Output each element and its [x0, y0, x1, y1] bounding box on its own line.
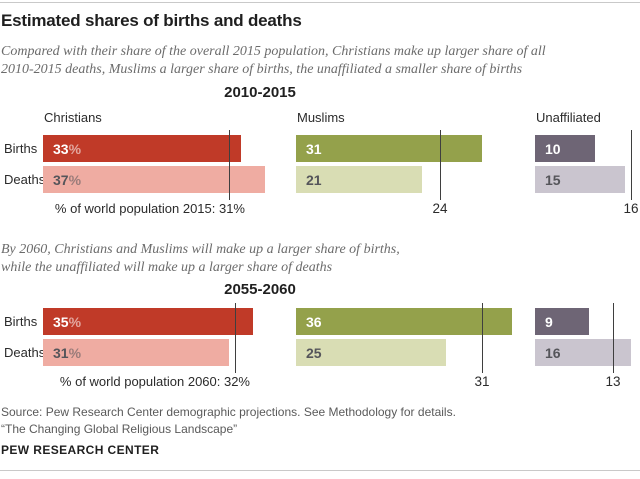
chart-2010-2015: Births Deaths Christians 33% 37% % of wo…: [0, 108, 640, 220]
bottom-divider: [0, 470, 640, 471]
subtitle-line: 2010-2015 deaths, Muslims a larger share…: [1, 62, 523, 77]
source-line: “The Changing Global Religious Landscape…: [1, 421, 238, 436]
source-line: Source: Pew Research Center demographic …: [1, 405, 456, 419]
deaths-bar: 16: [535, 339, 631, 366]
group-unaffiliated: Unaffiliated 10 15 16: [535, 108, 639, 220]
subtitle-line: Compared with their share of the overall…: [1, 44, 546, 59]
births-bar: 10: [535, 135, 595, 162]
row-label-deaths: Deaths: [4, 345, 46, 360]
period-title-2055-2060: 2055-2060: [224, 281, 296, 298]
bar-value-suffix: %: [68, 344, 82, 361]
bar-value: 15: [545, 171, 561, 188]
source-text: Source: Pew Research Center demographic …: [1, 404, 456, 437]
top-divider: [0, 2, 640, 3]
period-title-2010-2015: 2010-2015: [224, 84, 296, 101]
reference-value-label: 31: [474, 374, 490, 389]
deaths-bar: 31%: [43, 339, 229, 366]
bar-value: 9: [545, 313, 553, 330]
chart-2055-2060: Births Deaths 35% 31% % of world populat…: [0, 300, 640, 392]
deaths-bar: 37%: [43, 166, 265, 193]
chart-annotation: By 2060, Christians and Muslims will mak…: [1, 241, 400, 277]
bar-value: 21: [306, 171, 322, 188]
bar-value-suffix: %: [68, 140, 82, 157]
bar-value: 25: [306, 344, 322, 361]
reference-line: [482, 303, 483, 373]
group-label-muslims: Muslims: [297, 110, 345, 125]
row-label-births: Births: [4, 141, 38, 156]
group-christians: 35% 31% % of world population 2060: 32%: [43, 300, 278, 392]
reference-value-label: 13: [605, 374, 621, 389]
reference-line: [613, 303, 614, 373]
row-label-births: Births: [4, 314, 38, 329]
bar-value: 36: [306, 313, 322, 330]
deaths-bar: 25: [296, 339, 446, 366]
bar-value: 10: [545, 140, 561, 157]
population-reference-note: % of world population 2060: 32%: [59, 374, 250, 389]
brand-wordmark: PEW RESEARCH CENTER: [1, 443, 160, 457]
annotation-line: By 2060, Christians and Muslims will mak…: [1, 242, 400, 257]
group-unaffiliated: 9 16 13: [535, 300, 635, 392]
reference-line: [631, 130, 632, 200]
bar-value: 35: [53, 313, 69, 330]
group-label-unaffiliated: Unaffiliated: [536, 110, 601, 125]
row-label-deaths: Deaths: [4, 172, 46, 187]
group-muslims: Muslims 31 21 24: [296, 108, 518, 220]
bar-value-suffix: %: [68, 171, 82, 188]
population-reference-note: % of world population 2015: 31%: [54, 201, 245, 216]
births-bar: 35%: [43, 308, 253, 335]
births-bar: 36: [296, 308, 512, 335]
reference-value-label: 16: [623, 201, 639, 216]
bar-value: 33: [53, 140, 69, 157]
reference-line: [440, 130, 441, 200]
births-bar: 9: [535, 308, 589, 335]
page-title: Estimated shares of births and deaths: [1, 11, 302, 30]
reference-line: [235, 303, 236, 373]
bar-value: 37: [53, 171, 69, 188]
bar-value: 16: [545, 344, 561, 361]
births-bar: 31: [296, 135, 482, 162]
bar-value: 31: [53, 344, 69, 361]
births-bar: 33%: [43, 135, 241, 162]
deaths-bar: 15: [535, 166, 625, 193]
group-label-christians: Christians: [44, 110, 102, 125]
group-muslims: 36 25 31: [296, 300, 518, 392]
group-christians: Christians 33% 37% % of world population…: [43, 108, 278, 220]
bar-value: 31: [306, 140, 322, 157]
bar-value-suffix: %: [68, 313, 82, 330]
reference-value-label: 24: [432, 201, 448, 216]
deaths-bar: 21: [296, 166, 422, 193]
reference-line: [229, 130, 230, 200]
annotation-line: while the unaffiliated will make up a la…: [1, 260, 333, 275]
chart-subtitle: Compared with their share of the overall…: [1, 43, 546, 79]
